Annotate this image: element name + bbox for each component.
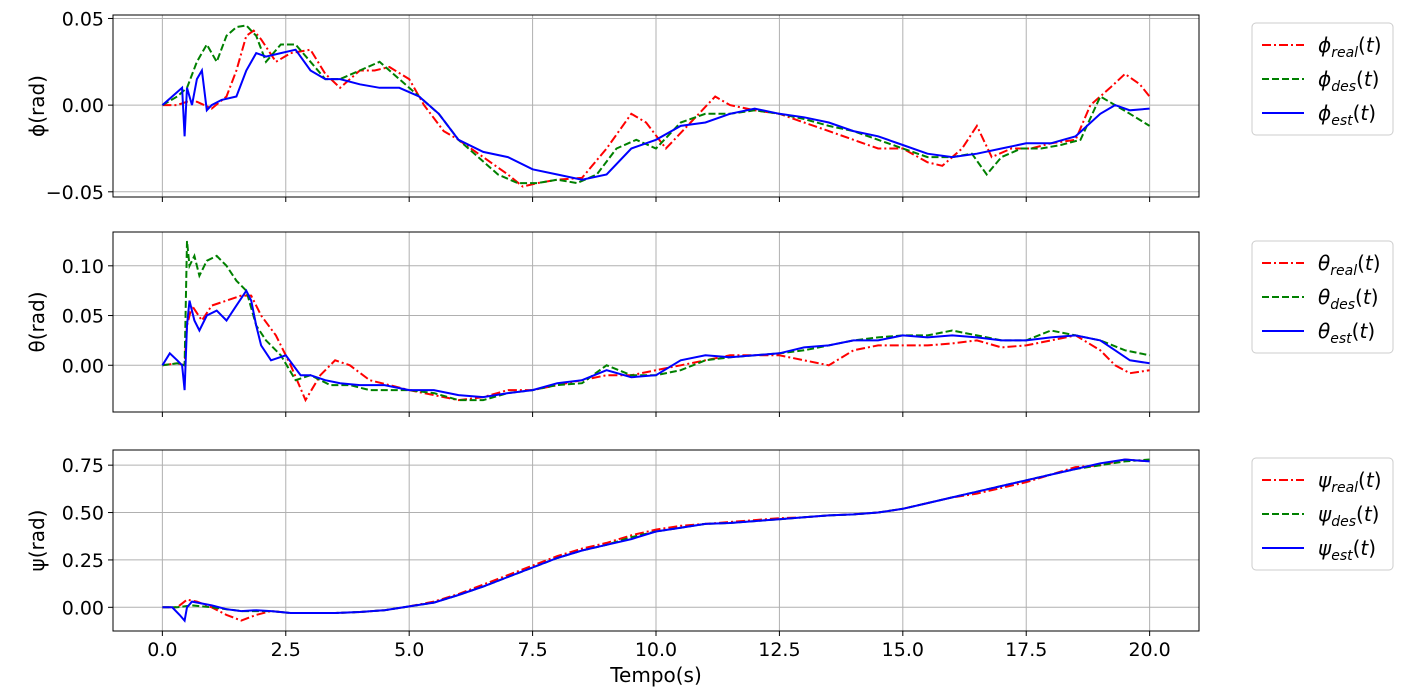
- legend-entry-des: θdes(t): [1318, 285, 1379, 313]
- legend-entry-des: ψdes(t): [1318, 502, 1379, 530]
- legend-arg-t: t: [1365, 251, 1374, 275]
- legend-entry-est: ϕest(t): [1318, 101, 1376, 129]
- x-tick-label: 17.5: [1005, 639, 1047, 661]
- x-axis-label: Tempo(s): [609, 663, 702, 687]
- x-tick-label: 7.5: [517, 639, 547, 661]
- y-tick-label: 0.50: [62, 503, 104, 525]
- legend-arg-close: ): [1368, 101, 1376, 125]
- legend-arg-close: ): [1367, 319, 1375, 343]
- legend-arg: (: [1358, 468, 1366, 492]
- x-tick-label: 0.0: [147, 639, 177, 661]
- legend-symbol: θ: [1318, 285, 1330, 309]
- legend-subscript: real: [1331, 480, 1358, 496]
- y-tick-label: 0.00: [62, 597, 104, 619]
- legend: θreal(t)θdes(t)θest(t): [1251, 240, 1394, 354]
- x-tick-label: 15.0: [882, 639, 924, 661]
- legend-subscript: est: [1330, 331, 1352, 347]
- legend-arg-t: t: [1360, 536, 1369, 560]
- series-line-real: [162, 458, 1150, 622]
- legend-arg-close: ): [1372, 502, 1380, 526]
- legend-arg: (: [1352, 319, 1360, 343]
- legend: ϕreal(t)ϕdes(t)ϕest(t): [1251, 22, 1394, 136]
- y-axis-label: θ(rad): [25, 291, 49, 352]
- x-tick-label: 2.5: [271, 639, 301, 661]
- legend-arg-t: t: [1366, 468, 1375, 492]
- subplot-1: −0.050.000.05ϕ(rad)ϕreal(t)ϕdes(t)ϕest(t…: [25, 8, 1394, 204]
- x-tick-label: 5.0: [394, 639, 424, 661]
- legend-subscript: des: [1331, 514, 1356, 530]
- legend-arg: (: [1356, 67, 1364, 91]
- legend-subscript: est: [1331, 548, 1353, 564]
- y-tick-label: 0.25: [62, 550, 104, 572]
- legend-subscript: est: [1331, 113, 1353, 129]
- legend-subscript: des: [1330, 297, 1355, 313]
- subplot-3: 0.0 2.5 5.0 7.5 10.0 12.5 15.0 17.5 20.0 0.00 0.25…: [25, 449, 1394, 687]
- legend-arg: (: [1353, 536, 1361, 560]
- legend-arg-t: t: [1359, 319, 1368, 343]
- legend-entry-real: ψreal(t): [1318, 468, 1382, 496]
- legend-arg-close: ): [1374, 468, 1382, 492]
- legend-arg-t: t: [1363, 285, 1372, 309]
- y-tick-label: 0.75: [62, 455, 104, 477]
- y-axis-label: ψ(rad): [25, 510, 49, 572]
- legend: ψreal(t)ψdes(t)ψest(t): [1251, 457, 1394, 571]
- legend-subscript: des: [1331, 79, 1356, 95]
- y-tick-label: 0.05: [62, 8, 104, 30]
- legend-entry-real: ϕreal(t): [1318, 33, 1382, 61]
- legend-frame: [1251, 22, 1394, 136]
- legend-frame: [1251, 457, 1394, 571]
- legend-symbol: θ: [1318, 319, 1330, 343]
- legend-arg-close: ): [1372, 67, 1380, 91]
- legend-arg: (: [1357, 251, 1365, 275]
- legend-arg-t: t: [1366, 33, 1375, 57]
- legend-arg: (: [1353, 101, 1361, 125]
- legend-arg: (: [1358, 33, 1366, 57]
- subplot-2: 0.000.050.10θ(rad)θreal(t)θdes(t)θest(t): [25, 231, 1394, 417]
- series-line-est: [161, 288, 1150, 399]
- legend-arg-close: ): [1371, 285, 1379, 309]
- x-tick-label: 12.5: [758, 639, 800, 661]
- legend-subscript: real: [1331, 45, 1358, 61]
- y-tick-label: 0.05: [62, 306, 104, 328]
- legend-arg-close: ): [1373, 251, 1381, 275]
- legend-frame: [1251, 240, 1394, 354]
- legend-symbol: ϕ: [1318, 33, 1331, 57]
- legend-arg-t: t: [1364, 502, 1373, 526]
- legend-symbol: ϕ: [1318, 67, 1331, 91]
- legend-entry-est: θest(t): [1318, 319, 1375, 347]
- y-tick-label: 0.00: [62, 95, 104, 117]
- y-tick-label: −0.05: [46, 182, 104, 204]
- series-line-est: [161, 48, 1150, 181]
- legend-symbol: ψ: [1318, 468, 1332, 492]
- x-tick-label: 20.0: [1128, 639, 1170, 661]
- y-tick-label: 0.10: [62, 256, 104, 278]
- legend-entry-real: θreal(t): [1318, 251, 1381, 279]
- series-line-des: [161, 24, 1151, 185]
- legend-arg-close: ): [1374, 33, 1382, 57]
- legend-symbol: ϕ: [1318, 101, 1331, 125]
- legend-arg: (: [1355, 285, 1363, 309]
- legend-arg: (: [1356, 502, 1364, 526]
- legend-entry-des: ϕdes(t): [1318, 67, 1379, 95]
- legend-subscript: real: [1330, 263, 1357, 279]
- legend-arg-t: t: [1364, 67, 1373, 91]
- legend-symbol: ψ: [1318, 502, 1332, 526]
- legend-entry-est: ψest(t): [1318, 536, 1376, 564]
- y-tick-label: 0.00: [62, 355, 104, 377]
- legend-arg-close: ): [1368, 536, 1376, 560]
- series-line-real: [162, 294, 1150, 403]
- legend-arg-t: t: [1360, 101, 1369, 125]
- series-line-est: [162, 458, 1150, 623]
- legend-symbol: ψ: [1318, 536, 1332, 560]
- y-axis-label: ϕ(rad): [25, 75, 49, 137]
- x-tick-label: 10.0: [635, 639, 677, 661]
- legend-symbol: θ: [1318, 251, 1330, 275]
